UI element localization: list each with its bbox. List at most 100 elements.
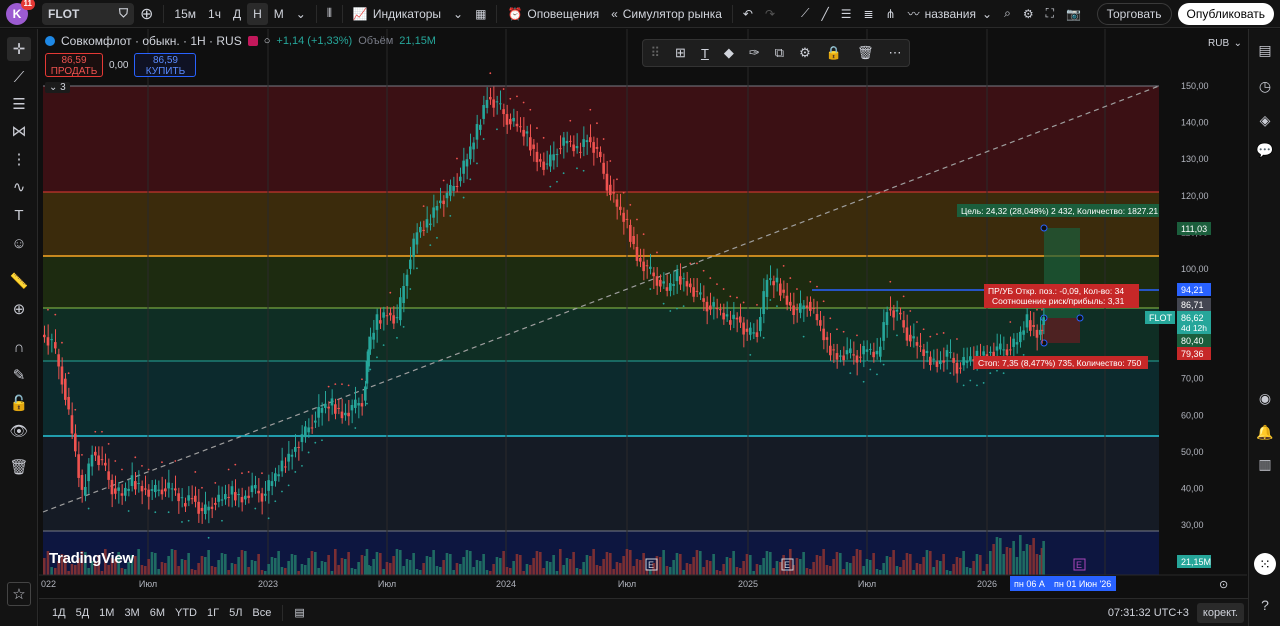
- range-1d[interactable]: 1Д: [52, 606, 66, 619]
- brush-icon[interactable]: ∿: [12, 179, 26, 196]
- fib-retracement-icon[interactable]: ☰: [12, 96, 26, 113]
- more-icon[interactable]: ⋯: [888, 45, 902, 60]
- search-icon[interactable]: ⌕: [1004, 6, 1011, 20]
- earnings-marker[interactable]: [645, 558, 658, 571]
- eye-icon[interactable]: 👁: [9, 423, 29, 440]
- notifications-icon[interactable]: 🔔: [1256, 423, 1274, 440]
- calendar-icon[interactable]: ▥: [1258, 455, 1272, 472]
- timeframe-1h[interactable]: 1ч: [208, 6, 221, 21]
- volume-bar: [87, 568, 90, 575]
- drawing-line-icon[interactable]: ⟋: [801, 6, 810, 20]
- sell-button[interactable]: 86,59 ПРОДАТЬ: [45, 53, 103, 77]
- stop-zone[interactable]: [1044, 318, 1080, 343]
- earnings-marker-future[interactable]: [1073, 558, 1086, 571]
- candle-body: [605, 173, 609, 191]
- chart-title[interactable]: Совкомфлот · обыкн. · 1Н · RUS: [61, 34, 242, 48]
- settings-icon[interactable]: ⚙: [799, 45, 811, 60]
- candle-body: [752, 332, 755, 334]
- line-color-icon[interactable]: ✑: [748, 45, 760, 60]
- timeframe-m[interactable]: М: [273, 6, 284, 21]
- camera-icon[interactable]: 📷: [1065, 6, 1081, 21]
- adjust-button[interactable]: корект.: [1196, 602, 1244, 623]
- timeframe-dropdown-icon[interactable]: ⌄: [295, 6, 306, 21]
- candle-body: [177, 493, 180, 502]
- alerts-button[interactable]: ⏰ Оповещения: [507, 6, 600, 21]
- timeframe-15m[interactable]: 15м: [174, 6, 197, 21]
- timeframe-d[interactable]: Д: [232, 6, 242, 21]
- alert-add-icon[interactable]: ⧉: [774, 45, 785, 60]
- time-axis[interactable]: 022 Июл 2023 Июл 2024 Июл 2025 Июл 2026: [41, 579, 997, 589]
- lock-icon[interactable]: 🔓: [9, 395, 29, 412]
- template-icon[interactable]: ⊞: [675, 45, 686, 60]
- volume-bar: [972, 561, 975, 575]
- range-3m[interactable]: 3М: [124, 606, 140, 619]
- ruler-icon[interactable]: 📏: [9, 273, 29, 290]
- timeframe-w[interactable]: Н: [247, 2, 268, 25]
- candle-type-icon[interactable]: ⫴: [326, 6, 332, 20]
- fullscreen-icon[interactable]: ⛶: [1045, 6, 1054, 20]
- favorites-star-icon[interactable]: ☆: [7, 582, 31, 606]
- range-6m[interactable]: 6М: [149, 606, 165, 619]
- layout-name-button[interactable]: 〰 названия ⌄: [907, 6, 993, 22]
- range-ytd[interactable]: YTD: [175, 606, 197, 619]
- trade-button[interactable]: Торговать: [1096, 2, 1172, 25]
- candle-body: [210, 506, 214, 509]
- magnet-icon[interactable]: ∩: [13, 338, 25, 356]
- trend-line-tool-icon[interactable]: ⟋: [13, 68, 25, 86]
- trend-line[interactable]: [42, 85, 1160, 513]
- sar-dot: [409, 288, 412, 290]
- range-1m[interactable]: 1М: [99, 606, 115, 619]
- target-handle[interactable]: [1040, 224, 1048, 232]
- pitchfork-icon[interactable]: ⋔: [885, 6, 896, 21]
- add-symbol-button[interactable]: ⊕: [140, 5, 154, 23]
- volume-bar: [765, 551, 769, 575]
- drag-handle-icon[interactable]: ⠿: [650, 45, 661, 60]
- fill-color-icon[interactable]: ◆: [723, 45, 734, 60]
- lock-drawing-icon[interactable]: ✎: [12, 367, 26, 384]
- price-chart[interactable]: Цель: 24,32 (28,048%) 2 432, Количество:…: [39, 29, 1247, 598]
- channel-icon[interactable]: ≣: [863, 6, 874, 21]
- chat-icon[interactable]: 💬: [1256, 141, 1274, 158]
- replay-button[interactable]: «Симулятор рынка: [611, 6, 722, 21]
- range-all[interactable]: Все: [252, 606, 272, 619]
- range-5y[interactable]: 5Л: [229, 606, 243, 619]
- redo-icon[interactable]: ↷: [764, 6, 776, 21]
- text-color-icon[interactable]: T: [700, 45, 709, 61]
- apps-grid-icon[interactable]: ⁙: [1254, 553, 1276, 575]
- chart-area[interactable]: Цель: 24,32 (28,048%) 2 432, Количество:…: [39, 29, 1247, 598]
- clock[interactable]: 07:31:32 UTC+3: [1107, 606, 1189, 619]
- text-tool-icon[interactable]: T: [14, 206, 24, 224]
- fib-icon[interactable]: ☰: [840, 6, 852, 21]
- indicator-templates-icon[interactable]: ⌄: [453, 6, 464, 21]
- publish-button[interactable]: Опубликовать: [1177, 2, 1274, 25]
- emoji-icon[interactable]: ☺: [11, 234, 27, 252]
- alerts-clock-icon[interactable]: ◷: [1258, 77, 1272, 94]
- delete-icon[interactable]: 🗑: [856, 45, 874, 60]
- indicators-button[interactable]: 📈 Индикаторы: [352, 6, 442, 21]
- range-5d[interactable]: 5Д: [75, 606, 90, 619]
- range-1y[interactable]: 1Г: [207, 606, 220, 619]
- zoom-in-icon[interactable]: ⊕: [12, 301, 26, 318]
- trash-icon[interactable]: 🗑: [9, 459, 29, 476]
- watchlist-icon[interactable]: ▤: [1258, 41, 1272, 58]
- earnings-marker[interactable]: [781, 558, 794, 571]
- currency-select[interactable]: RUB ⌄: [1208, 37, 1242, 49]
- gear-icon[interactable]: ⚙: [1022, 6, 1034, 21]
- date-range-icon[interactable]: ▤: [294, 607, 305, 619]
- undo-icon[interactable]: ↶: [742, 6, 753, 21]
- pattern-icon[interactable]: ⋈: [11, 123, 27, 140]
- collapse-indicators-button[interactable]: ⌄ 3: [45, 82, 70, 93]
- trend-line-icon[interactable]: ╱: [821, 6, 829, 21]
- lock-icon[interactable]: 🔒: [825, 45, 842, 60]
- symbol-search[interactable]: FLOT ⛉: [42, 2, 134, 25]
- layout-grid-icon[interactable]: ▦: [475, 6, 487, 21]
- help-icon[interactable]: ?: [1261, 597, 1269, 613]
- user-avatar[interactable]: K 11: [6, 0, 35, 25]
- width-handle[interactable]: [1076, 314, 1084, 322]
- axis-settings-icon[interactable]: ⊙: [1219, 579, 1228, 591]
- prediction-icon[interactable]: ⋮: [11, 151, 27, 168]
- buy-button[interactable]: 86,59 КУПИТЬ: [134, 53, 197, 77]
- crosshair-icon[interactable]: ✛: [7, 37, 31, 61]
- signal-icon[interactable]: ◉: [1258, 389, 1272, 406]
- layers-icon[interactable]: ◈: [1259, 111, 1271, 128]
